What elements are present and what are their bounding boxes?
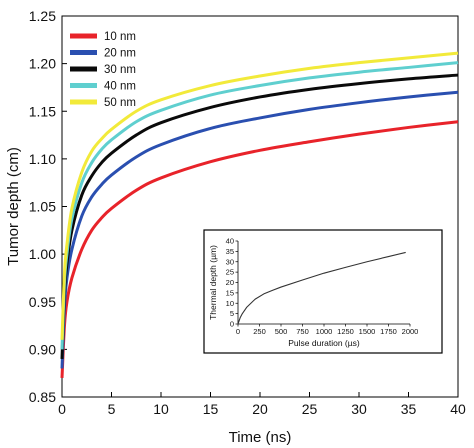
inset-y-tick-label: 5 (230, 309, 234, 318)
series-line-20-nm (60, 90, 459, 369)
x-axis-title: Time (ns) (229, 429, 292, 446)
inset-x-axis-title: Pulse duration (µs) (288, 338, 360, 348)
y-tick-label: 1.25 (29, 8, 56, 24)
legend-label: 20 nm (104, 48, 136, 60)
main-plot-area: 0 5 10 15 20 25 30 35 400.850.900.951.001.051.10… (5, 8, 466, 446)
x-tick-label: 40 (450, 401, 466, 417)
y-axis-title: Tumor depth (cm) (5, 147, 22, 266)
x-tick-label: 20 (252, 401, 268, 417)
y-tick-label: 1.15 (29, 103, 56, 119)
y-tick-label: 0.85 (29, 389, 56, 405)
inset-x-tick-label: 0 (236, 327, 240, 336)
series-line-10-nm (60, 120, 459, 379)
y-tick-label: 1.10 (29, 151, 56, 167)
inset-x-tick-label: 500 (275, 327, 288, 336)
legend-label: 50 nm (104, 97, 136, 109)
x-tick-label: 30 (351, 401, 367, 417)
x-tick-label: 15 (203, 401, 219, 417)
y-tick-label: 0.90 (29, 341, 56, 357)
inset-plot-area: 0 250 500 750 1000 1250 1500 1750 20000510152025… (203, 229, 443, 354)
y-tick-label: 0.95 (29, 294, 56, 310)
inset-y-tick-label: 15 (226, 288, 234, 297)
legend-label: 10 nm (104, 31, 136, 43)
inset-y-tick-label: 30 (226, 257, 234, 266)
x-tick-label: 35 (401, 401, 417, 417)
inset-x-tick-label: 1750 (380, 327, 397, 336)
inset-x-tick-label: 250 (253, 327, 266, 336)
y-tick-label: 1.05 (29, 199, 56, 215)
inset-y-axis-title: Thermal depth (µm) (208, 245, 218, 320)
inset-x-tick-label: 1000 (316, 327, 333, 336)
inset-frame (203, 229, 443, 354)
inset-y-tick-label: 0 (230, 320, 234, 329)
legend-label: 30 nm (104, 64, 136, 76)
inset-y-tick-label: 20 (226, 278, 234, 287)
inset-y-tick-label: 10 (226, 299, 234, 308)
inset-y-tick-label: 35 (226, 247, 234, 256)
inset-x-tick-label: 2000 (402, 327, 419, 336)
y-tick-label: 1.00 (29, 246, 56, 262)
legend-label: 40 nm (104, 81, 136, 93)
x-tick-label: 5 (108, 401, 116, 417)
inset-x-tick-label: 1250 (337, 327, 354, 336)
inset-x-tick-label: 1500 (359, 327, 376, 336)
x-tick-label: 10 (153, 401, 169, 417)
y-tick-label: 1.20 (29, 56, 56, 72)
series-line-50-nm (60, 51, 459, 340)
x-tick-label: 25 (302, 401, 318, 417)
inset-x-tick-label: 750 (296, 327, 309, 336)
x-tick-label: 0 (58, 401, 66, 417)
inset-y-tick-label: 40 (226, 237, 234, 246)
inset-y-tick-label: 25 (226, 268, 234, 277)
inset-series-line (237, 251, 406, 325)
